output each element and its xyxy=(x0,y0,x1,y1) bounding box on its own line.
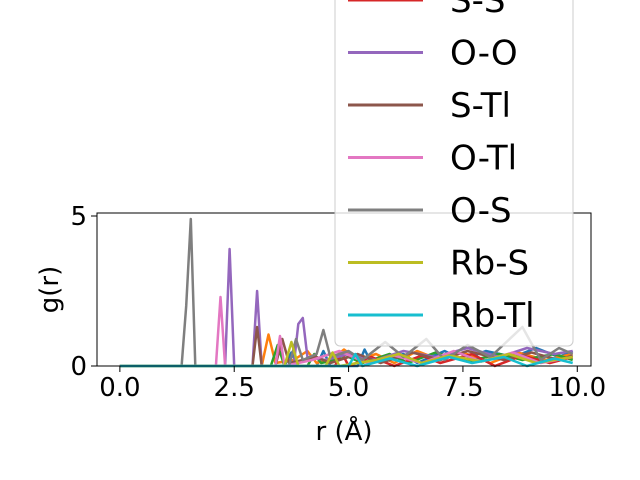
y-axis-label: g(r) xyxy=(35,266,65,313)
y-tick-label: 0 xyxy=(70,352,87,382)
legend-entry: O-Tl xyxy=(450,139,517,179)
x-tick-label: 0.0 xyxy=(99,373,140,403)
legend-box xyxy=(334,0,574,347)
x-tick-label: 5.0 xyxy=(328,373,369,403)
x-tick-label: 10.0 xyxy=(548,373,606,403)
legend-entry: S-Tl xyxy=(450,86,511,126)
y-tick-label: 5 xyxy=(70,202,87,232)
series-line-9 xyxy=(119,352,573,368)
legend: S-S O-O S-Tl O-Tl O-S Rb-S Rb-Tl xyxy=(334,0,574,347)
legend-entry: O-S xyxy=(450,191,512,231)
legend-entry: S-S xyxy=(450,0,505,21)
x-tick-label: 2.5 xyxy=(214,373,255,403)
y-axis: 05 xyxy=(70,202,97,382)
legend-entry: Rb-Tl xyxy=(450,296,535,336)
series-line-8 xyxy=(119,340,573,368)
series-line-7 xyxy=(119,217,574,368)
x-axis-label: r (Å) xyxy=(315,415,372,447)
x-axis: 0.0 2.5 5.0 7.5 10.0 xyxy=(99,366,606,403)
x-tick-label: 7.5 xyxy=(442,373,483,403)
legend-entry: O-O xyxy=(450,34,518,74)
legend-entry: Rb-S xyxy=(450,244,529,284)
